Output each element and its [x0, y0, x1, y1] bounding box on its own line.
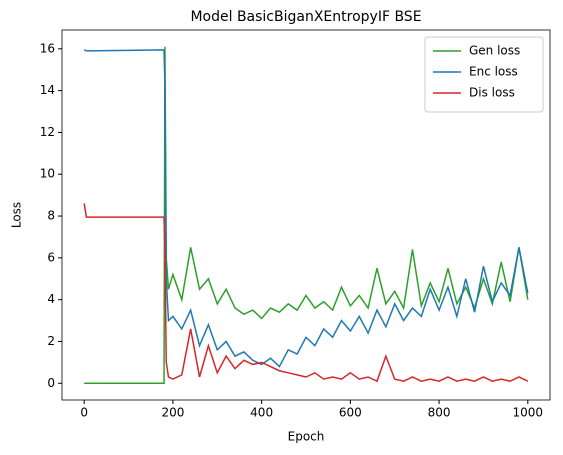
y-tick-label: 2: [47, 334, 55, 348]
y-tick-label: 14: [40, 83, 55, 97]
x-tick-label: 200: [161, 406, 184, 420]
y-tick-label: 6: [47, 250, 55, 264]
legend-label: Gen loss: [469, 44, 520, 58]
data-line: [83, 203, 529, 383]
y-tick-label: 8: [47, 209, 55, 223]
y-tick-label: 4: [47, 292, 55, 306]
y-tick-label: 16: [40, 41, 55, 55]
x-axis-label: Epoch: [288, 430, 325, 444]
chart-title: Model BasicBiganXEntropyIF BSE: [190, 9, 421, 25]
x-tick-label: 600: [339, 406, 362, 420]
x-tick-label: 800: [428, 406, 451, 420]
data-line: [83, 49, 529, 368]
y-tick-label: 10: [40, 167, 55, 181]
x-tick-label: 400: [250, 406, 273, 420]
axes-frame: [61, 29, 551, 401]
y-axis-label: Loss: [10, 202, 24, 228]
y-tick-label: 0: [47, 376, 55, 390]
legend-label: Enc loss: [469, 65, 518, 79]
x-tick-label: 0: [80, 406, 88, 420]
data-line: [84, 46, 529, 385]
x-tick-label: 1000: [513, 406, 544, 420]
y-tick-label: 12: [40, 125, 55, 139]
legend-label: Dis loss: [469, 86, 515, 100]
